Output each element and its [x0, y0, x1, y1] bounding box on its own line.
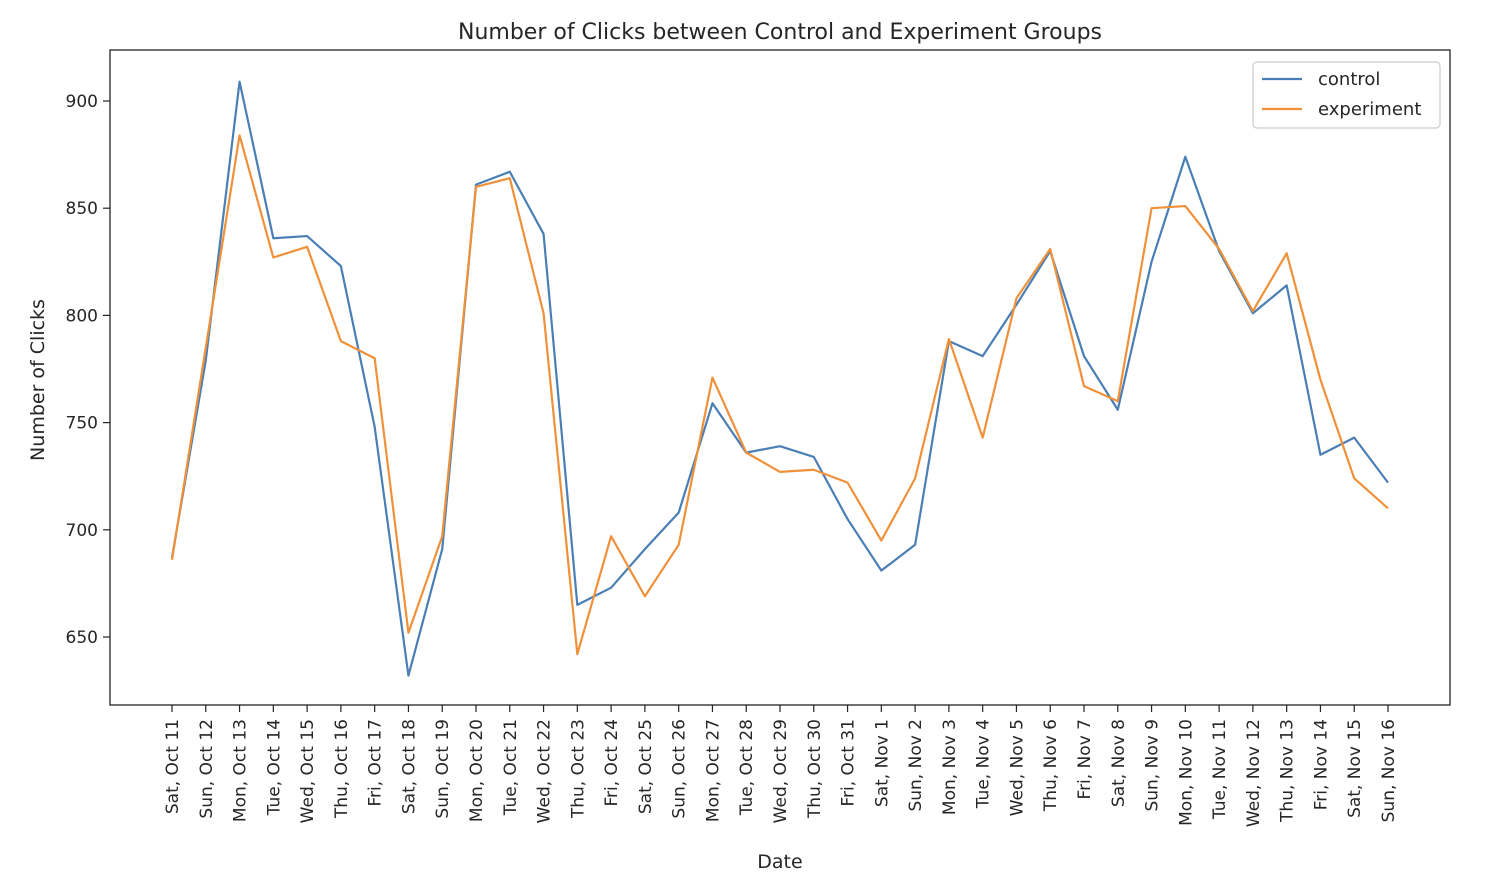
- y-axis-label: Number of Clicks: [27, 299, 49, 461]
- x-tick-label: Fri, Oct 24: [602, 719, 622, 807]
- x-tick-label: Sat, Oct 18: [399, 719, 419, 814]
- x-tick-label: Sat, Oct 11: [163, 719, 183, 814]
- y-tick-label: 900: [66, 92, 98, 112]
- y-tick-label: 700: [66, 521, 98, 541]
- x-tick-label: Thu, Oct 30: [805, 719, 825, 819]
- x-tick-label: Tue, Oct 28: [737, 719, 757, 816]
- x-tick-label: Mon, Nov 10: [1176, 719, 1196, 826]
- x-tick-label: Thu, Nov 6: [1041, 719, 1061, 812]
- x-tick-label: Mon, Oct 27: [703, 719, 723, 822]
- x-tick-label: Sun, Nov 16: [1379, 719, 1399, 822]
- x-axis-label: Date: [757, 851, 802, 873]
- x-tick-label: Fri, Nov 7: [1075, 719, 1095, 799]
- x-tick-label: Wed, Oct 22: [535, 719, 555, 823]
- x-tick-label: Tue, Nov 11: [1210, 719, 1230, 820]
- x-tick-label: Sat, Nov 1: [872, 719, 892, 807]
- x-tick-label: Fri, Oct 17: [366, 719, 386, 807]
- x-tick-label: Mon, Nov 3: [940, 719, 960, 815]
- x-tick-label: Mon, Oct 13: [231, 719, 251, 822]
- x-tick-label: Thu, Oct 16: [332, 719, 352, 819]
- x-tick-label: Tue, Oct 14: [264, 719, 284, 816]
- legend-label-control: control: [1318, 69, 1380, 90]
- x-tick-label: Fri, Nov 14: [1311, 719, 1331, 810]
- x-tick-label: Sun, Oct 12: [197, 719, 217, 819]
- x-tick-label: Wed, Nov 5: [1007, 719, 1027, 816]
- legend-label-experiment: experiment: [1318, 99, 1421, 120]
- y-axis: 650 700 750 800 850 900: [66, 92, 110, 648]
- y-tick-label: 750: [66, 414, 98, 434]
- x-tick-label: Thu, Nov 13: [1278, 719, 1298, 823]
- series-line-control: [172, 82, 1388, 676]
- x-tick-label: Mon, Oct 20: [467, 719, 487, 822]
- y-tick-label: 650: [66, 628, 98, 648]
- x-tick-label: Sun, Nov 9: [1143, 719, 1163, 812]
- x-tick-label: Sun, Nov 2: [906, 719, 926, 812]
- x-tick-label: Wed, Oct 29: [771, 719, 791, 823]
- plot-area-frame: [110, 50, 1450, 705]
- y-tick-label: 850: [66, 199, 98, 219]
- x-tick-label: Fri, Oct 31: [839, 719, 859, 807]
- x-tick-label: Sat, Nov 8: [1109, 719, 1129, 807]
- legend: control experiment: [1253, 62, 1440, 128]
- x-tick-label: Tue, Nov 4: [974, 719, 994, 809]
- series-layer: [172, 82, 1388, 676]
- x-tick-label: Sat, Oct 25: [636, 719, 656, 814]
- x-tick-label: Sun, Oct 19: [433, 719, 453, 819]
- y-tick-label: 800: [66, 306, 98, 326]
- x-axis: Sat, Oct 11 Sun, Oct 12 Mon, Oct 13 Tue, Oc…: [163, 705, 1399, 827]
- x-tick-label: Sat, Nov 15: [1345, 719, 1365, 818]
- x-tick-label: Wed, Nov 12: [1244, 719, 1264, 827]
- x-tick-label: Sun, Oct 26: [670, 719, 690, 819]
- x-tick-label: Tue, Oct 21: [501, 719, 521, 816]
- x-tick-label: Wed, Oct 15: [298, 719, 318, 823]
- chart-title: Number of Clicks between Control and Exp…: [458, 20, 1102, 45]
- x-tick-label: Thu, Oct 23: [568, 719, 588, 819]
